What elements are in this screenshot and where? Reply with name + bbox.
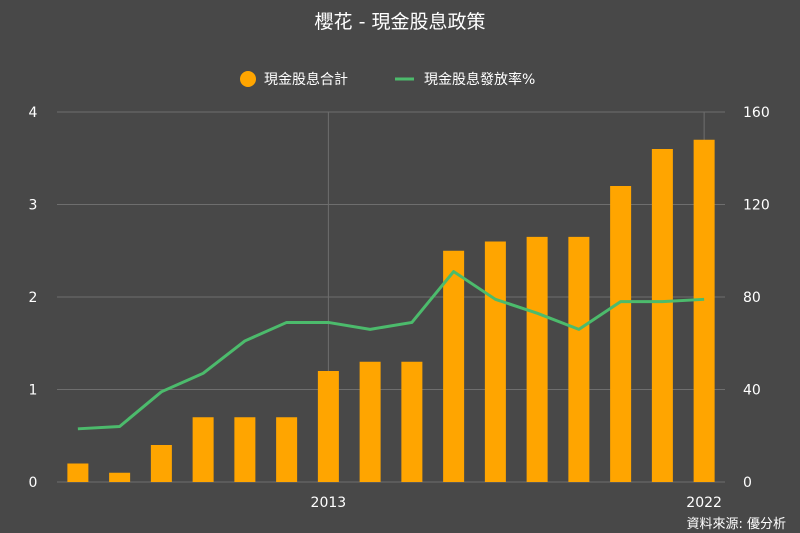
legend-line-label: 現金股息發放率% xyxy=(424,71,535,88)
payout-line xyxy=(77,270,705,431)
bar xyxy=(109,472,131,482)
right-tick-label: 120 xyxy=(743,198,770,214)
x-tick-label: 2022 xyxy=(686,495,722,511)
bar xyxy=(651,149,673,482)
bar xyxy=(276,417,298,482)
legend: 現金股息合計 現金股息發放率% xyxy=(240,71,535,88)
bar xyxy=(526,236,548,482)
bar-series xyxy=(67,139,715,482)
bar xyxy=(693,139,715,482)
bar xyxy=(150,445,172,482)
left-tick-label: 0 xyxy=(29,475,38,491)
bar xyxy=(317,371,339,482)
legend-bar-swatch xyxy=(240,71,256,87)
x-axis-ticks: 2013 2022 xyxy=(311,495,722,511)
right-tick-label: 160 xyxy=(743,105,770,121)
bar xyxy=(484,241,506,482)
right-axis-ticks: 0 40 80 120 160 xyxy=(743,105,770,491)
chart-title: 櫻花 - 現金股息政策 xyxy=(315,11,486,33)
bar xyxy=(192,417,214,482)
legend-bar-label: 現金股息合計 xyxy=(264,71,348,88)
bar xyxy=(568,236,590,482)
left-axis-ticks: 0 1 2 3 4 xyxy=(29,105,38,491)
line-series xyxy=(77,270,705,431)
right-tick-label: 0 xyxy=(743,475,752,491)
source-note: 資料來源: 優分析 xyxy=(686,517,786,532)
left-tick-label: 1 xyxy=(29,383,38,399)
bar xyxy=(610,186,632,482)
bar xyxy=(67,463,89,482)
x-tick-label: 2013 xyxy=(311,495,347,511)
left-tick-label: 4 xyxy=(29,105,38,121)
left-tick-label: 3 xyxy=(29,198,38,214)
bar xyxy=(443,250,465,482)
right-tick-label: 40 xyxy=(743,383,761,399)
bar xyxy=(401,361,423,482)
bar xyxy=(234,417,256,482)
right-tick-label: 80 xyxy=(743,290,761,306)
bar xyxy=(359,361,381,482)
left-tick-label: 2 xyxy=(29,290,38,306)
